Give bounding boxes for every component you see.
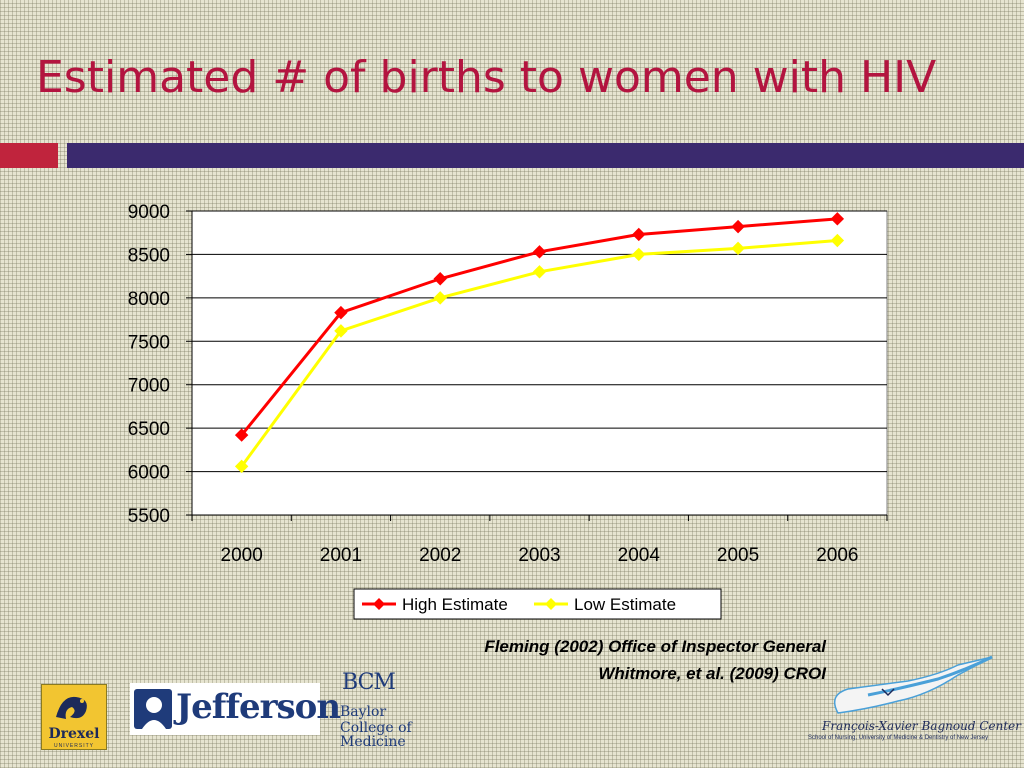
legend-swatch-marker bbox=[545, 598, 557, 610]
data-point bbox=[830, 233, 845, 248]
slide-title: Estimated # of births to women with HIV bbox=[36, 52, 937, 103]
drexel-logo: Drexel UNIVERSITY bbox=[41, 684, 107, 750]
drexel-logo-subtext: UNIVERSITY bbox=[53, 743, 94, 749]
data-point bbox=[532, 265, 547, 279]
fxb-logo-name: François-Xavier Bagnoud Center bbox=[822, 719, 1021, 733]
x-tick-label: 2000 bbox=[221, 545, 263, 566]
y-tick-label: 6000 bbox=[128, 463, 170, 484]
x-tick-label: 2005 bbox=[717, 545, 759, 566]
y-tick-label: 8500 bbox=[128, 245, 170, 266]
legend-swatch-marker bbox=[373, 598, 385, 610]
legend-label: High Estimate bbox=[402, 595, 508, 614]
y-tick-label: 5500 bbox=[128, 506, 170, 527]
legend-label: Low Estimate bbox=[574, 595, 676, 614]
title-divider-bar bbox=[67, 143, 1024, 168]
dragon-icon bbox=[56, 696, 87, 719]
data-point bbox=[334, 305, 348, 320]
y-tick-label: 7500 bbox=[128, 332, 170, 353]
data-point bbox=[234, 428, 249, 442]
data-point bbox=[632, 227, 646, 242]
jefferson-logo: Jefferson bbox=[130, 683, 341, 735]
x-tick-label: 2003 bbox=[518, 545, 560, 566]
title-accent-bar bbox=[0, 143, 58, 168]
data-point bbox=[532, 245, 547, 259]
data-point bbox=[433, 272, 447, 286]
citation-whitmore: Whitmore, et al. (2009) CROI bbox=[598, 664, 826, 683]
x-tick-label: 2002 bbox=[419, 545, 461, 566]
x-tick-label: 2006 bbox=[816, 545, 858, 566]
citation-fleming: Fleming (2002) Office of Inspector Gener… bbox=[484, 637, 826, 656]
jefferson-portrait-icon bbox=[134, 689, 172, 729]
data-point bbox=[234, 459, 249, 474]
x-tick-label: 2004 bbox=[618, 545, 661, 566]
plot-area bbox=[191, 210, 888, 516]
x-tick-label: 2001 bbox=[320, 545, 362, 566]
data-point bbox=[731, 241, 745, 256]
drexel-logo-text: Drexel bbox=[48, 726, 100, 742]
data-point bbox=[830, 212, 845, 226]
baylor-logo: BCM Baylor College of Medicine bbox=[340, 670, 412, 752]
new-jersey-map-icon bbox=[833, 655, 993, 714]
y-tick-label: 6500 bbox=[128, 419, 170, 440]
y-tick-label: 8000 bbox=[128, 289, 170, 310]
y-tick-label: 9000 bbox=[128, 202, 170, 223]
baylor-logo-abbr: BCM bbox=[342, 670, 396, 695]
data-point bbox=[433, 291, 447, 305]
baylor-logo-line1: Baylor bbox=[340, 704, 387, 720]
jefferson-logo-text: Jefferson bbox=[176, 687, 341, 727]
data-point bbox=[334, 324, 348, 338]
fxb-center-logo: François-Xavier Bagnoud Center School of… bbox=[808, 655, 1021, 745]
data-point bbox=[632, 247, 646, 262]
baylor-logo-line2: College of bbox=[340, 720, 412, 736]
baylor-logo-line3: Medicine bbox=[340, 734, 406, 750]
fxb-logo-subtext: School of Nursing, University of Medicin… bbox=[808, 735, 989, 741]
data-point bbox=[731, 219, 745, 234]
y-tick-label: 7000 bbox=[128, 376, 170, 397]
